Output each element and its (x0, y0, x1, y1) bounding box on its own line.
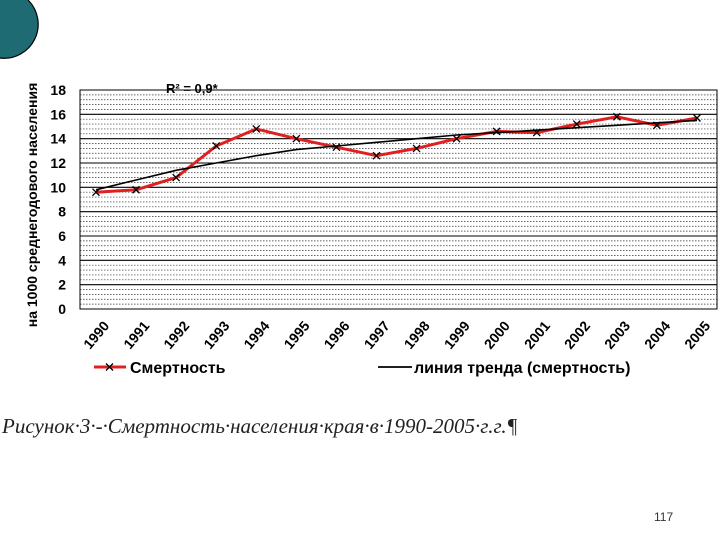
data-point-marker (492, 127, 501, 136)
y-tick-label: 0 (58, 301, 66, 317)
x-tick-label: 2002 (561, 318, 593, 352)
corner-decoration (0, 0, 39, 59)
corner-arc (0, 0, 39, 59)
y-tick-label: 6 (58, 228, 66, 244)
x-tick-label: 1991 (120, 318, 152, 352)
y-tick-label: 2 (58, 277, 66, 293)
y-tick-label: 8 (58, 204, 66, 220)
x-tick-label: 2005 (681, 318, 713, 352)
trend-series-line (95, 119, 698, 191)
y-tick-label: 16 (50, 106, 66, 122)
y-tick-label: 14 (50, 131, 66, 147)
data-point-marker (572, 120, 581, 129)
x-tick-label: 2003 (601, 318, 633, 352)
x-tick-label: 2000 (481, 318, 513, 352)
data-point-marker (172, 173, 181, 182)
r-squared-annotation: R² = 0,9* (166, 81, 219, 96)
corner-shape (0, 0, 39, 59)
page-number: 117 (654, 510, 674, 524)
data-point-marker (132, 185, 141, 194)
figure-caption: Рисунок·3·-·Смертность·населения·края·в·… (2, 414, 518, 438)
data-point-marker (372, 151, 381, 160)
x-tick-label: 2001 (521, 318, 553, 352)
mortality-series-line (95, 115, 698, 194)
x-tick-label: 1993 (200, 318, 232, 352)
x-tick-label: 1990 (80, 318, 112, 352)
x-tick-label: 2004 (641, 318, 673, 352)
x-tick-label: 1997 (361, 318, 393, 352)
legend-marker-mortality (105, 363, 114, 371)
x-tick-label: 1999 (441, 318, 473, 352)
y-axis-label: на 1000 среднегодового населения (24, 83, 40, 327)
x-tick-label: 1998 (401, 318, 433, 352)
y-tick-label: 4 (58, 252, 66, 268)
mortality-chart: 0 2 4 6 8 10 12 14 16 18 на 1000 среднегодового на… (24, 81, 718, 377)
data-point-marker (612, 112, 621, 121)
legend-label-trend: линия тренда (смертность) (414, 360, 630, 377)
x-tick-label: 1994 (240, 318, 272, 352)
legend-label-mortality: Смертность (130, 360, 226, 377)
x-tick-label: 1992 (160, 318, 192, 352)
data-point-marker (452, 134, 461, 143)
plot-border (79, 89, 718, 310)
x-tick-label: 1996 (320, 318, 352, 352)
y-tick-label: 10 (50, 179, 66, 195)
data-point-marker (252, 124, 261, 133)
data-point-marker (292, 134, 301, 143)
y-tick-label: 12 (50, 155, 66, 171)
x-tick-label: 1995 (280, 318, 312, 352)
data-point-marker (212, 142, 221, 150)
data-point-marker (412, 144, 421, 153)
y-tick-label: 18 (50, 82, 66, 98)
data-point-marker (332, 143, 341, 152)
